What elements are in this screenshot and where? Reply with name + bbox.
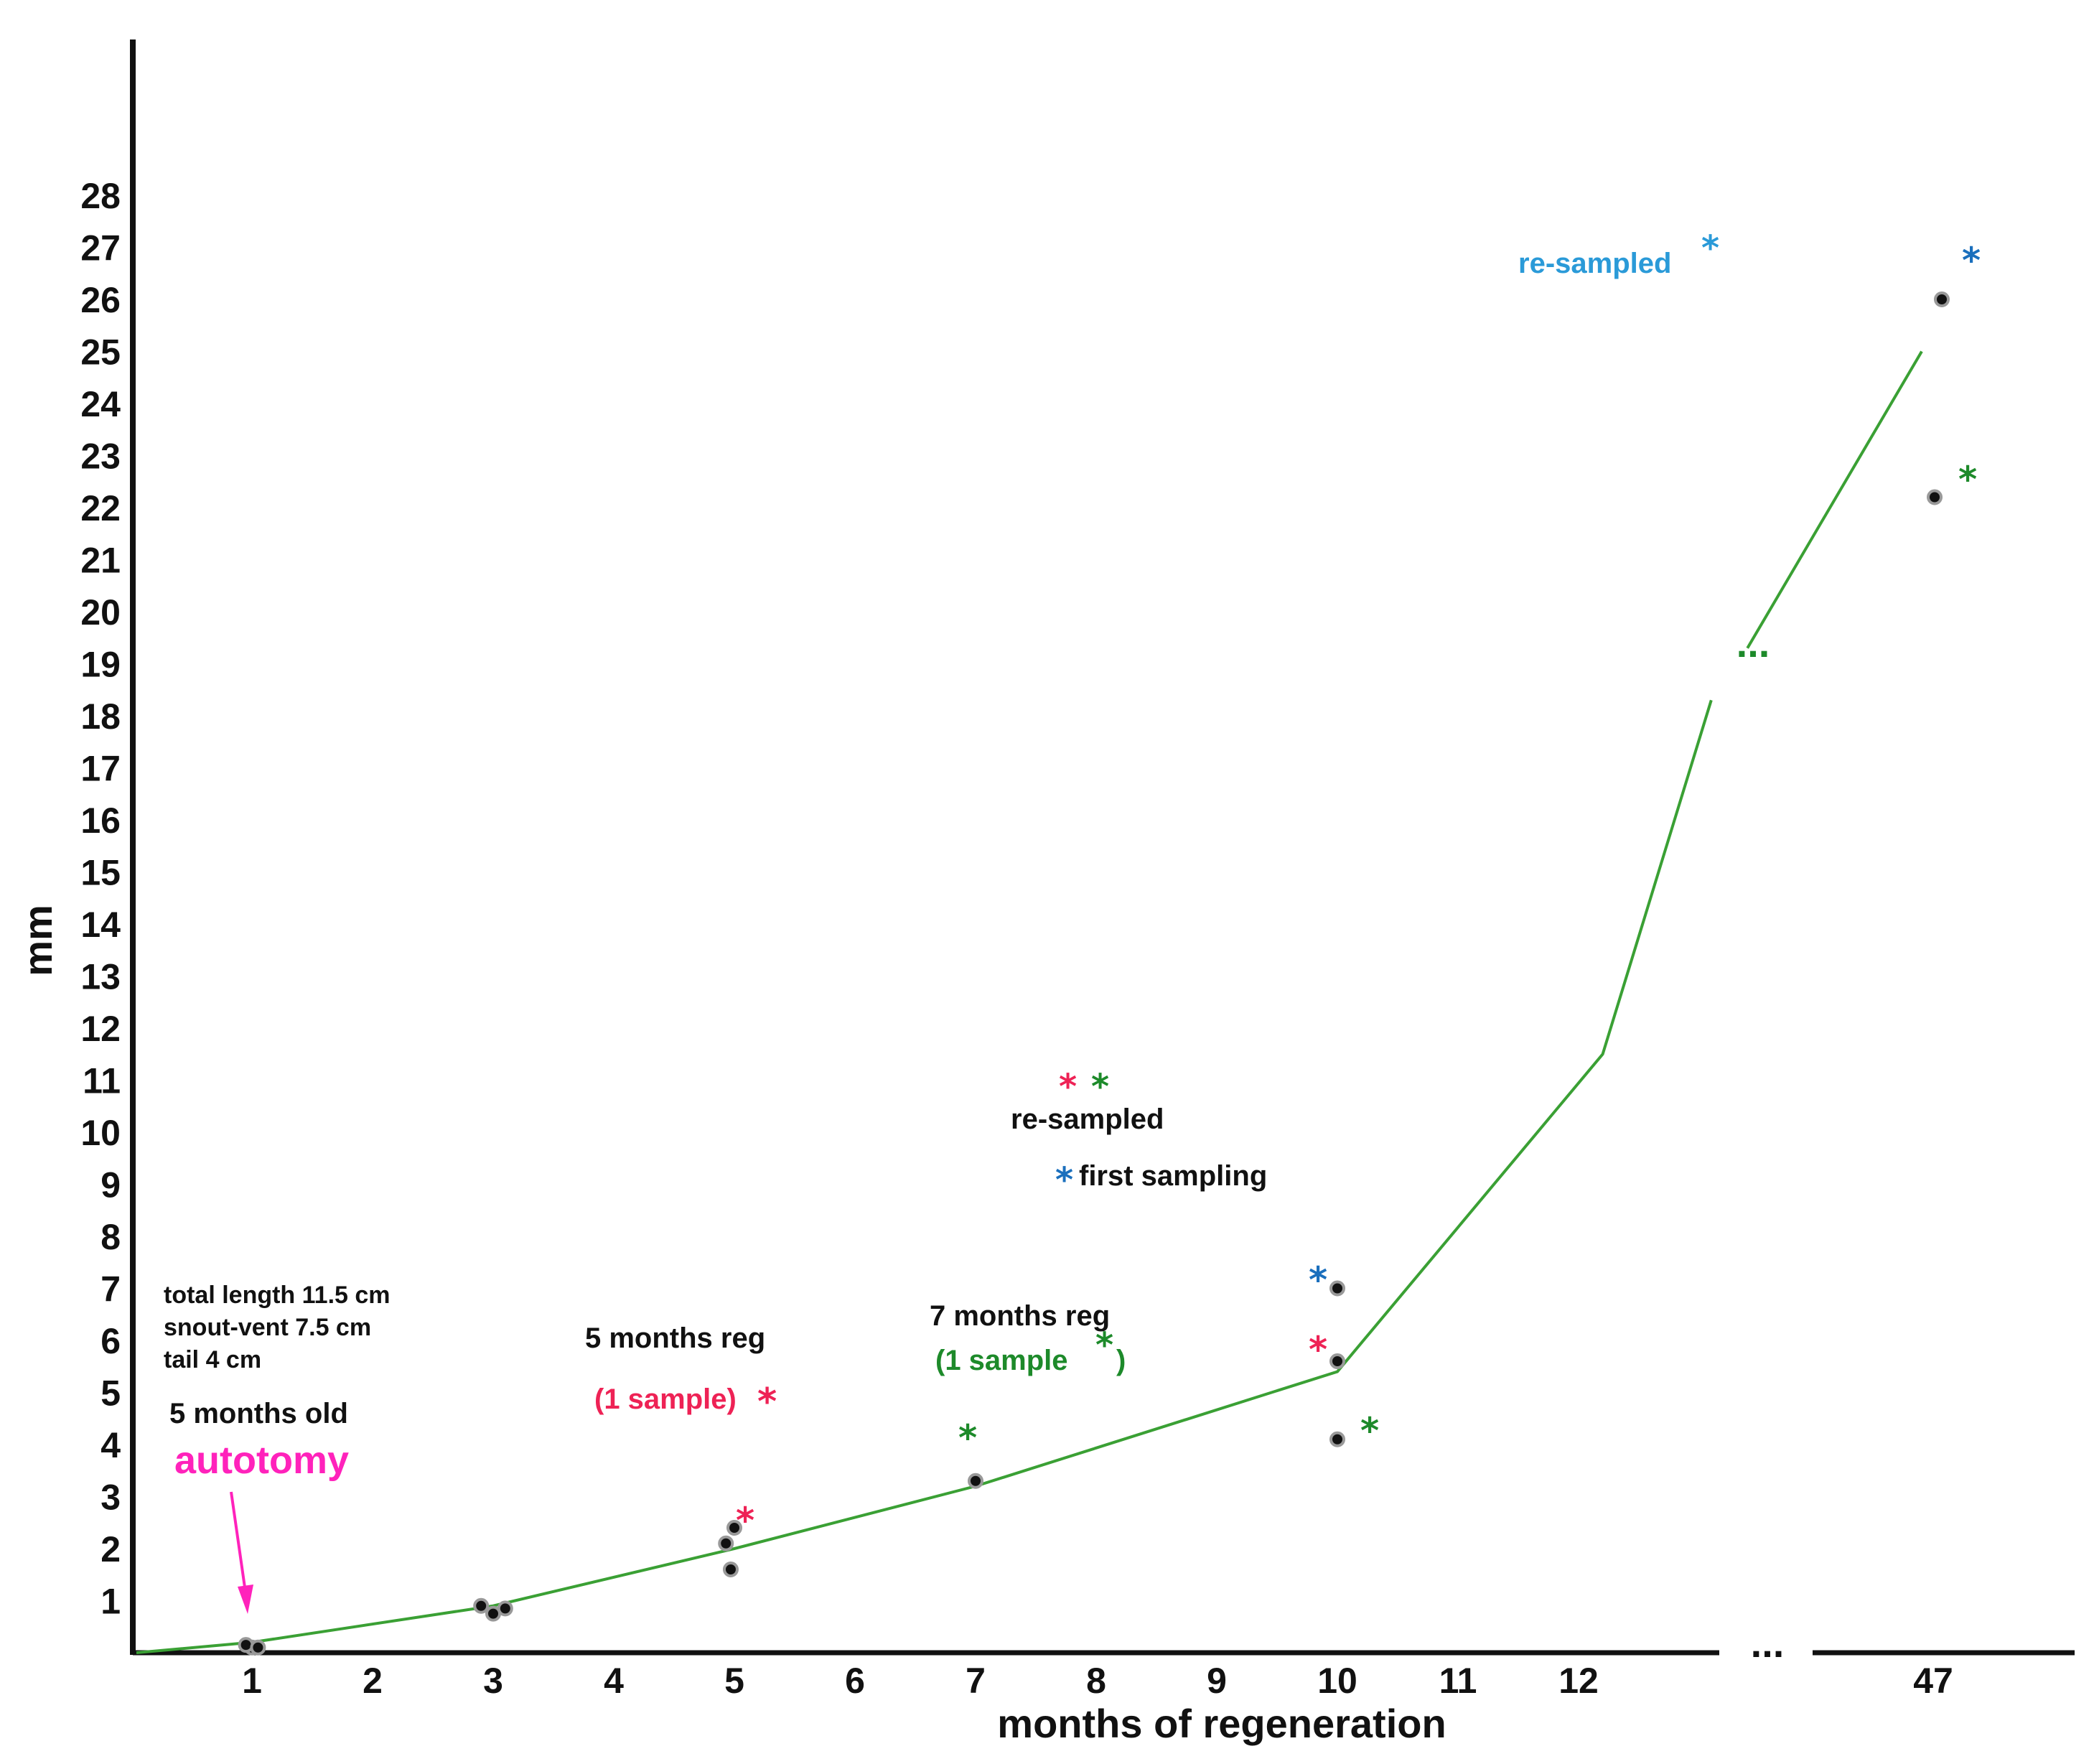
y-tick-label: 18: [80, 696, 121, 737]
y-tick-labels: 1234567891011121314151617181920212223242…: [80, 176, 121, 1622]
data-point: [1934, 291, 1950, 307]
y-tick-label: 15: [80, 853, 121, 893]
trend-line-upper: [1746, 350, 1923, 649]
y-tick-label: 3: [101, 1478, 121, 1518]
trend-line-lower: [136, 699, 1713, 1654]
y-tick-label: 26: [80, 280, 121, 320]
data-point: [722, 1562, 739, 1577]
x-tick-label: 10: [1317, 1661, 1357, 1701]
y-tick-label: 17: [80, 749, 121, 789]
x-axis-break-label: ...: [1751, 1620, 1785, 1666]
y-tick-label: 21: [80, 541, 121, 581]
y-tick-label: 9: [101, 1165, 121, 1205]
data-point: [473, 1597, 490, 1614]
y-tick-label: 5: [101, 1373, 121, 1414]
y-tick-label: 7: [101, 1269, 121, 1310]
y-tick-label: 20: [80, 592, 121, 633]
x-tick-label: 6: [845, 1661, 865, 1701]
x-tick-label: 47: [1913, 1661, 1953, 1701]
data-point: [1329, 1431, 1345, 1447]
x-tick-label: 2: [363, 1661, 383, 1701]
data-point: [1329, 1353, 1345, 1369]
x-tick-label: 4: [604, 1661, 624, 1701]
age-info-line-3: tail 4 cm: [164, 1346, 261, 1373]
y-axis-title: mm: [15, 905, 60, 976]
x-tick-label: 7: [966, 1661, 986, 1701]
top-resampled-label: re-sampled: [1518, 248, 1671, 279]
reg5-sample-star: *: [757, 1381, 777, 1424]
y-tick-label: 1: [101, 1582, 121, 1622]
autotomy-arrow: [230, 1491, 253, 1614]
legend-blue-star: *: [1055, 1160, 1073, 1200]
reg7-label: 7 months reg: [930, 1300, 1110, 1332]
y-tick-label: 8: [101, 1217, 121, 1257]
y-tick-label: 2: [101, 1529, 121, 1569]
reg7-sample: (1 sample: [935, 1345, 1068, 1376]
x-axis-title: months of regeneration: [997, 1701, 1446, 1746]
autotomy-label: autotomy: [174, 1439, 349, 1482]
age-info-line-1: total length 11.5 cm: [164, 1282, 391, 1309]
y-tick-label: 16: [80, 801, 121, 841]
y-tick-label: 22: [80, 488, 121, 528]
star-47m-blue: *: [1962, 240, 1981, 281]
star-7m-green: *: [958, 1417, 977, 1459]
data-points: [238, 291, 1950, 1656]
data-point: [250, 1639, 266, 1656]
y-tick-label: 11: [83, 1061, 121, 1101]
legend-green-star: *: [1091, 1067, 1109, 1107]
y-tick-label: 27: [80, 228, 121, 269]
star-10m-red: *: [1309, 1329, 1327, 1371]
x-tick-label: 1: [242, 1661, 262, 1701]
y-tick-label: 28: [80, 176, 121, 216]
data-point: [968, 1473, 983, 1489]
star-10m-green: *: [1360, 1410, 1379, 1452]
trend-lines: [136, 350, 1923, 1654]
y-tick-label: 4: [101, 1425, 121, 1465]
y-tick-label: 13: [80, 957, 121, 997]
legend-first-sampling: first sampling: [1079, 1160, 1267, 1192]
y-tick-label: 19: [80, 645, 121, 685]
data-point: [1927, 489, 1943, 505]
trend-break-label: ...: [1737, 620, 1770, 666]
x-tick-label: 9: [1207, 1661, 1227, 1701]
reg7-sample-star: *: [1095, 1325, 1113, 1366]
age-label: 5 months old: [169, 1398, 348, 1429]
data-point: [497, 1600, 513, 1617]
x-tick-label: 12: [1558, 1661, 1599, 1701]
y-tick-label: 14: [80, 905, 121, 945]
star-10m-blue: *: [1309, 1259, 1327, 1301]
y-tick-label: 6: [101, 1321, 121, 1361]
y-tick-label: 23: [80, 437, 121, 477]
star-47m-green: *: [1958, 459, 1977, 500]
star-5m-red: *: [736, 1500, 754, 1541]
reg7-sample-close: ): [1116, 1345, 1126, 1376]
data-point: [1329, 1280, 1345, 1297]
y-tick-label: 25: [80, 332, 121, 373]
legend-red-star: *: [1059, 1067, 1077, 1107]
x-tick-labels: 1 2 3 4 5 6 7 8 9 10 11 12 47: [242, 1661, 1953, 1701]
data-point: [718, 1535, 734, 1551]
legend-resampled: re-sampled: [1011, 1103, 1164, 1135]
reg5-label: 5 months reg: [585, 1322, 765, 1354]
y-tick-label: 10: [80, 1113, 121, 1153]
y-tick-label: 12: [80, 1009, 121, 1049]
x-tick-label: 5: [724, 1661, 744, 1701]
age-info-line-2: snout-vent 7.5 cm: [164, 1314, 371, 1341]
data-point: [726, 1520, 742, 1536]
x-tick-label: 11: [1439, 1661, 1477, 1701]
y-tick-label: 24: [80, 384, 121, 424]
x-tick-label: 3: [483, 1661, 503, 1701]
x-tick-label: 8: [1086, 1661, 1106, 1701]
top-resampled-star: *: [1701, 228, 1719, 269]
reg5-sample: (1 sample): [594, 1383, 737, 1415]
